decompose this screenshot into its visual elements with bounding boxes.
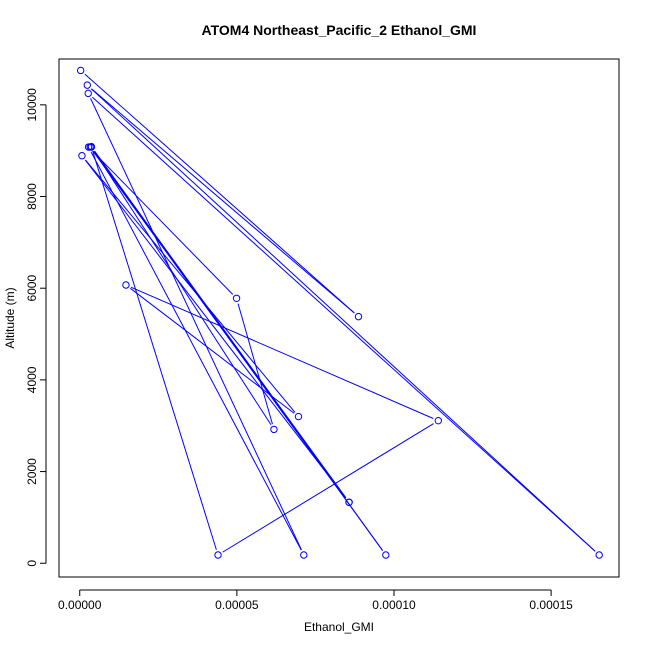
chart-title: ATOM4 Northeast_Pacific_2 Ethanol_GMI	[202, 22, 477, 38]
series-segment	[92, 150, 234, 295]
data-point	[76, 66, 85, 75]
data-point	[232, 294, 241, 302]
series-segment	[90, 88, 596, 552]
series-segment	[91, 88, 355, 314]
y-tick-label: 0	[25, 560, 39, 567]
series-segment	[92, 152, 217, 550]
y-tick-label: 4000	[25, 366, 39, 393]
data-point	[87, 143, 96, 151]
x-axis-label: Ethanol_GMI	[304, 620, 374, 634]
series-segment	[90, 151, 302, 551]
data-point	[84, 89, 92, 98]
x-tick-label: 0.00015	[529, 598, 573, 612]
data-point	[300, 551, 308, 559]
data-point	[434, 416, 443, 425]
y-axis-label: Altitude (m)	[3, 287, 17, 348]
x-tick-label: 0.00005	[215, 598, 259, 612]
x-axis: 0.00000 0.00005 0.00010 0.00015	[58, 589, 573, 612]
y-tick-label: 8000	[25, 183, 39, 210]
series-segment	[85, 159, 296, 413]
y-axis: 0 2000 4000 6000 8000 10000	[25, 88, 47, 567]
data-point	[83, 81, 91, 89]
data-point	[294, 412, 303, 421]
series-segment	[91, 96, 596, 552]
x-tick-label: 0.00010	[372, 598, 416, 612]
series-lines	[84, 73, 596, 553]
series-segment	[130, 286, 434, 419]
data-point	[354, 312, 363, 321]
y-tick-label: 2000	[25, 458, 39, 485]
data-point	[382, 551, 390, 559]
plot-frame	[58, 58, 620, 578]
data-point	[270, 425, 278, 434]
data-point	[78, 152, 86, 160]
series-segment	[84, 159, 347, 499]
x-tick-label: 0.00000	[58, 598, 102, 612]
y-tick-label: 10000	[25, 88, 39, 122]
series-segment	[94, 151, 347, 499]
series-segment	[84, 73, 355, 314]
data-point	[122, 281, 130, 289]
series-segment	[90, 98, 302, 551]
series-segment	[222, 423, 434, 553]
series-points	[76, 66, 603, 559]
series-segment	[93, 150, 272, 426]
series-segment	[130, 287, 295, 414]
data-point	[345, 498, 353, 506]
y-tick-label: 6000	[25, 275, 39, 302]
data-point	[595, 551, 603, 559]
data-point	[214, 551, 222, 559]
